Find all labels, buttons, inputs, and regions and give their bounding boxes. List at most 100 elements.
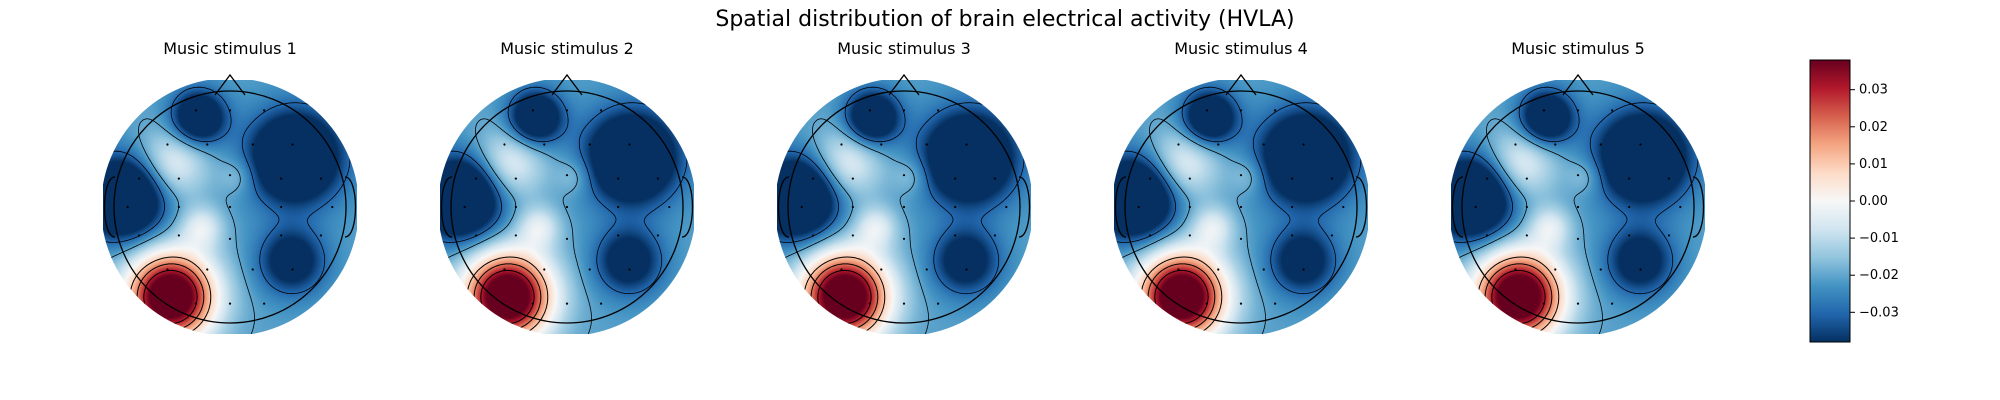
sensor-dot [840,143,843,146]
panel-title: Music stimulus 4 [1174,39,1308,58]
sensor-dot [1302,143,1305,146]
sensor-dot [965,143,968,146]
contour-line [439,118,592,335]
sensor-dot [1330,234,1334,237]
sensor-dot [1611,302,1614,305]
sensor-dot [1525,205,1528,209]
sensor-dot [1554,268,1557,271]
sensor-dot [851,234,854,237]
contour-line [1113,118,1266,335]
right-ear-outline [1692,176,1705,238]
contour-line [776,118,929,335]
topomap-panel: Music stimulus 1 [102,39,357,335]
left-ear-outline [777,176,790,238]
nose-outline [551,73,583,96]
sensor-dot [1137,205,1140,209]
sensor-dot [1205,109,1208,112]
contour-line [1140,256,1223,335]
sensor-dot [902,237,906,240]
sensor-dot [925,268,928,271]
right-ear-outline [1018,176,1031,238]
sensor-dot [1514,143,1517,146]
sensor-dot [1217,268,1220,271]
sensor-dot [177,205,180,209]
panels-group: Music stimulus 1 Music stimulus 2 Music st… [102,39,1705,335]
sensor-dot [1148,177,1152,180]
sensor-dot [1485,234,1489,237]
sensor-dot [800,205,803,209]
sensor-dot [1274,302,1277,305]
sensor-dot [617,234,620,237]
right-ear-outline [681,176,694,238]
sensor-dot [1217,143,1220,146]
sensor-dot [228,174,232,177]
sensor-dot [1274,109,1277,112]
contour-line [1450,118,1603,335]
sensor-dot [1330,177,1334,180]
sensor-dot [1542,302,1545,305]
sensor-dot [1205,302,1208,305]
sensor-dot [1291,177,1294,180]
sensor-dot [628,143,631,146]
sensor-dot [1628,234,1631,237]
sensor-dot [902,109,906,112]
sensor-dot [280,205,283,209]
sensor-dot [588,268,591,271]
sensor-dot [868,109,871,112]
colorbar-tick-label: −0.02 [1859,268,1899,283]
contour-line [1113,86,1362,295]
contour-line [129,256,212,335]
sensor-dot [811,177,815,180]
sensor-dot [228,302,232,305]
contour-line [102,118,255,335]
colorbar-tick-label: 0.02 [1859,120,1888,135]
sensor-dot [137,234,141,237]
nose-outline [1225,73,1257,96]
contour-line [1477,256,1560,335]
colorbar: 0.03 0.02 0.01 0.00 −0.01 −0.02 −0.03 [1809,59,1899,343]
panel-title: Music stimulus 3 [837,39,971,58]
sensor-dot [531,109,534,112]
sensor-dot [993,234,997,237]
left-ear-outline [103,176,116,238]
colorbar-tick-label: 0.01 [1859,157,1888,172]
contour-line [803,256,886,335]
sensor-dot [1239,302,1243,305]
sensor-dot [1667,177,1671,180]
sensor-dot [1342,205,1345,209]
sensor-dot [565,302,569,305]
sensor-dot [1188,177,1191,180]
sensor-dot [954,205,957,209]
sensor-dot [925,143,928,146]
sensor-dot [1514,268,1517,271]
sensor-dot [166,268,169,271]
sensor-dot [656,177,660,180]
sensor-dot [291,143,294,146]
topomap-panel: Music stimulus 4 [1113,39,1368,335]
sensor-dot [543,268,546,271]
sensor-dot [166,143,169,146]
sensor-dot [1554,143,1557,146]
sensor-dot [263,302,266,305]
left-ear-outline [1114,176,1127,238]
sensor-dot [280,234,283,237]
sensor-dot [880,268,883,271]
contour-line [439,86,688,295]
sensor-dot [1177,143,1180,146]
sensor-dot [1239,237,1243,240]
sensor-dot [1542,109,1545,112]
contour-line [102,86,351,295]
sensor-dot [1667,234,1671,237]
sensor-dot [565,109,569,112]
sensor-dot [1239,205,1243,209]
sensor-dot [228,237,232,240]
colorbar-tick-label: −0.01 [1859,231,1899,246]
sensor-dot [600,302,603,305]
sensor-dot [1628,205,1631,209]
sensor-dot [331,205,334,209]
sensor-dot [1188,205,1191,209]
figure-title: Spatial distribution of brain electrical… [715,7,1294,32]
panel-title: Music stimulus 5 [1511,39,1645,58]
sensor-dot [1628,177,1631,180]
sensor-dot [1291,205,1294,209]
